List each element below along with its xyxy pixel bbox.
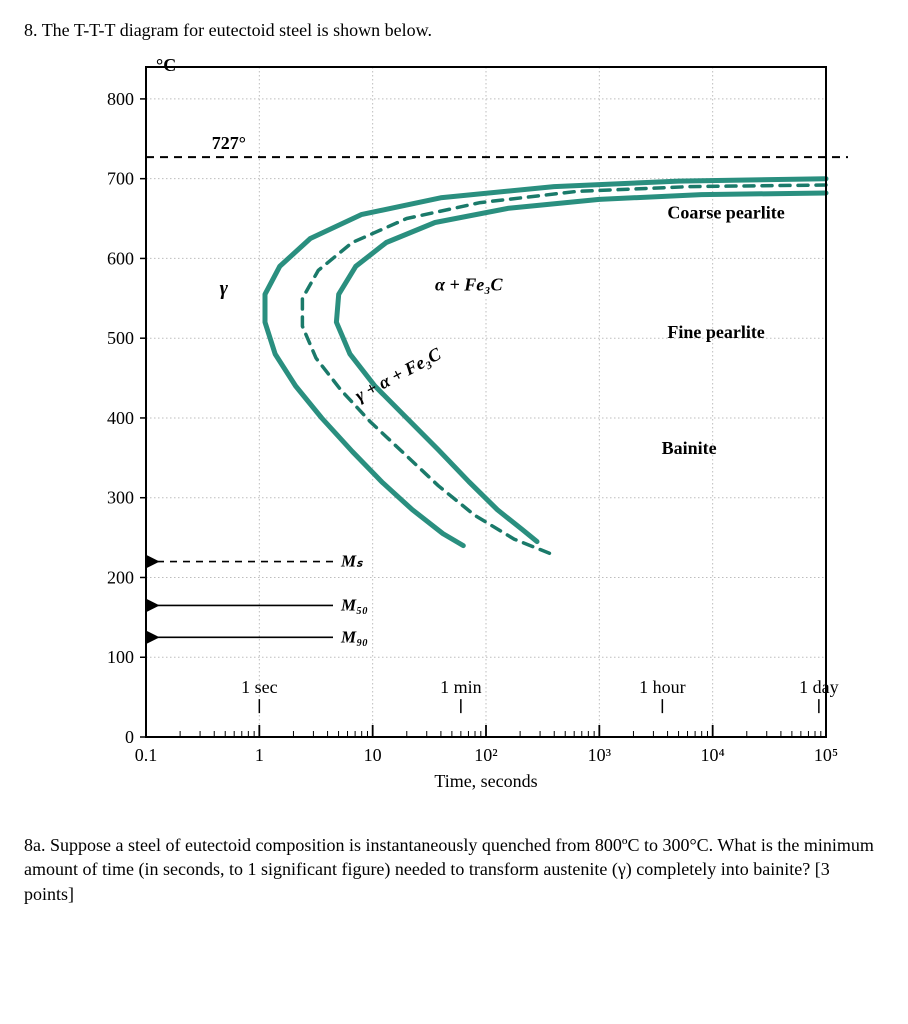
svg-text:500: 500	[107, 328, 134, 348]
svg-text:M₉₀: M₉₀	[340, 627, 368, 646]
svg-text:Fine pearlite: Fine pearlite	[667, 322, 764, 342]
svg-text:Coarse pearlite: Coarse pearlite	[667, 203, 784, 223]
svg-text:1 hour: 1 hour	[639, 677, 686, 697]
svg-text:600: 600	[107, 248, 134, 268]
svg-text:200: 200	[107, 567, 134, 587]
svg-text:1 min: 1 min	[440, 677, 482, 697]
question-number: 8.	[24, 20, 38, 40]
svg-text:1: 1	[255, 745, 264, 765]
svg-text:10⁴: 10⁴	[701, 745, 725, 765]
svg-text:10²: 10²	[474, 745, 497, 765]
subquestion-text: Suppose a steel of eutectoid composition…	[24, 835, 874, 904]
svg-text:100: 100	[107, 647, 134, 667]
svg-text:800: 800	[107, 89, 134, 109]
svg-text:700: 700	[107, 169, 134, 189]
svg-text:10⁵: 10⁵	[814, 745, 838, 765]
svg-text:Bainite: Bainite	[662, 438, 717, 458]
svg-text:727°: 727°	[212, 133, 246, 153]
svg-text:400: 400	[107, 408, 134, 428]
svg-text:1 sec: 1 sec	[241, 677, 277, 697]
svg-text:0: 0	[125, 727, 134, 747]
svg-text:Mₛ: Mₛ	[340, 552, 363, 571]
question-text-body: The T-T-T diagram for eutectoid steel is…	[42, 20, 432, 40]
svg-text:10: 10	[364, 745, 382, 765]
svg-text:Time, seconds: Time, seconds	[434, 771, 537, 791]
svg-text:M₅₀: M₅₀	[340, 595, 368, 614]
svg-text:300: 300	[107, 488, 134, 508]
question-prompt: 8. The T-T-T diagram for eutectoid steel…	[24, 20, 884, 41]
subquestion-label: 8a.	[24, 835, 46, 855]
svg-text:10³: 10³	[588, 745, 612, 765]
ttt-diagram: 727°MₛM₅₀M₉₀γα + Fe₃Cγ + α + Fe₃CCoarse …	[68, 53, 884, 813]
svg-text:°C: °C	[156, 55, 176, 75]
svg-text:0.1: 0.1	[135, 745, 158, 765]
svg-text:γ: γ	[220, 277, 229, 299]
svg-text:1 day: 1 day	[799, 677, 839, 697]
svg-text:α + Fe₃C: α + Fe₃C	[435, 274, 503, 294]
ttt-diagram-svg: 727°MₛM₅₀M₉₀γα + Fe₃Cγ + α + Fe₃CCoarse …	[68, 53, 848, 813]
subquestion-8a: 8a. Suppose a steel of eutectoid composi…	[24, 833, 884, 906]
